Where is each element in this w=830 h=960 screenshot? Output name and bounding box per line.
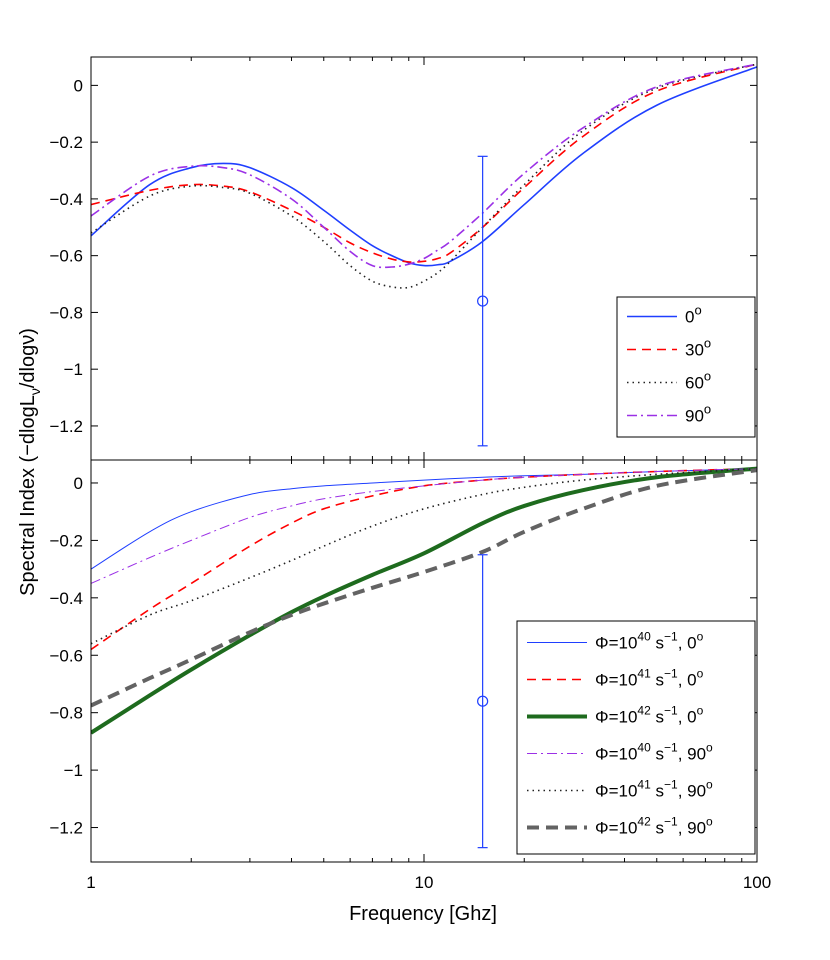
- x-tick-label: 100: [743, 873, 771, 892]
- top-series-group: [91, 63, 757, 289]
- x-tick-label: 10: [415, 873, 434, 892]
- bottom-series-line-3: [91, 468, 757, 584]
- top-legend-label-3: 90o: [685, 402, 711, 426]
- bottom-legend-label-1: Φ=1041 s−1, 0o: [595, 667, 704, 690]
- bottom-error-bar: [477, 554, 489, 849]
- bottom-legend-label-2: Φ=1042 s−1, 0o: [595, 704, 704, 727]
- top-y-tick-label: −0.8: [49, 303, 83, 322]
- top-y-tick-label: −0.2: [49, 133, 83, 152]
- bottom-legend-label-3: Φ=1040 s−1, 90o: [595, 741, 713, 764]
- bottom-y-tick-label: −0.8: [49, 704, 83, 723]
- x-axis-label: Frequency [Ghz]: [349, 903, 497, 925]
- top-series-line-1: [91, 63, 757, 263]
- top-error-bar: [477, 155, 489, 447]
- bottom-legend-box: [516, 620, 756, 855]
- y-axis-label-sub: ν: [27, 388, 43, 395]
- top-legend: 0o 30o 60o 90o: [616, 296, 756, 438]
- bottom-y-tick-label: −0.2: [49, 531, 83, 550]
- top-series-line-3: [91, 63, 757, 269]
- bottom-series-line-4: [91, 467, 757, 645]
- bottom-y-tick-label: −0.6: [49, 646, 83, 665]
- bottom-series-line-5: [91, 468, 757, 708]
- x-tick-label: 1: [86, 873, 95, 892]
- top-y-tick-label: −1.2: [49, 417, 83, 436]
- y-axis-label-main: Spectral Index (−dlogL: [17, 395, 39, 596]
- bottom-legend: Φ=1040 s−1, 0o Φ=1041 s−1, 0o Φ=1042 s−1, …: [516, 620, 756, 855]
- y-axis-label-tail: /dlogν): [17, 328, 39, 388]
- bottom-y-tick-label: −1: [64, 761, 83, 780]
- top-y-tick-label: −0.6: [49, 247, 83, 266]
- bottom-error-bar-marker: [477, 695, 489, 707]
- bottom-legend-label-5: Φ=1042 s−1, 90o: [595, 815, 713, 838]
- bottom-series-line-2: [91, 466, 757, 735]
- bottom-legend-label-4: Φ=1041 s−1, 90o: [595, 778, 713, 801]
- bottom-series-line-1: [91, 467, 757, 651]
- bottom-legend-label-0: Φ=1040 s−1, 0o: [595, 630, 704, 653]
- bottom-y-tick-label: −1.2: [49, 819, 83, 838]
- top-legend-box: [616, 296, 756, 438]
- top-panel: 0 −0.2 −0.4 −0.6 −0.8 −1 −1.2 0o 30o 60o 90o: [49, 56, 758, 461]
- bottom-panel: 0−0.2−0.4−0.6−0.8−1−1.2Φ=1040 s−1, 0oΦ=1…: [49, 459, 758, 863]
- top-series-line-0: [91, 66, 757, 267]
- top-legend-label-0: 0o: [685, 303, 702, 327]
- top-legend-label-2: 60o: [685, 369, 711, 393]
- top-y-tick-label: 0: [74, 76, 83, 95]
- y-axis-label: Spectral Index (−dlogLν/dlogν): [17, 328, 43, 596]
- bottom-series-group: [91, 466, 757, 735]
- top-error-bar-marker: [477, 295, 489, 307]
- top-series-line-2: [91, 63, 757, 289]
- top-y-tick-label: −0.4: [49, 190, 83, 209]
- top-y-tick-label: −1: [64, 360, 83, 379]
- top-legend-label-1: 30o: [685, 336, 711, 360]
- bottom-y-tick-label: 0: [74, 474, 83, 493]
- bottom-y-tick-label: −0.4: [49, 589, 83, 608]
